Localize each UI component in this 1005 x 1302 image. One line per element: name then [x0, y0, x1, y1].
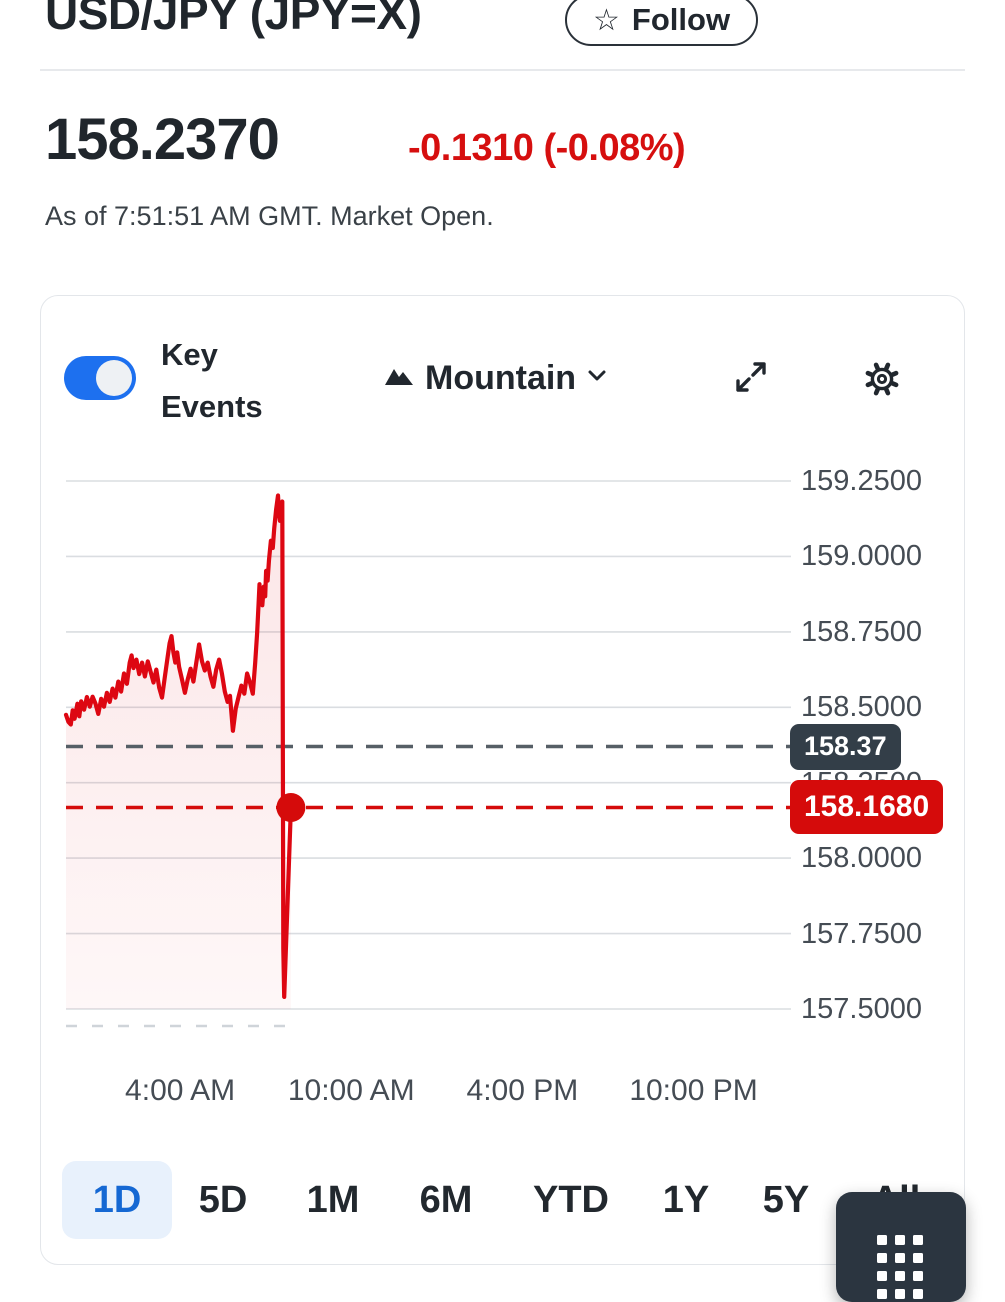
follow-button[interactable]: ☆ Follow	[565, 0, 759, 46]
x-axis-label: 4:00 AM	[125, 1074, 236, 1107]
x-axis-label: 10:00 AM	[287, 1074, 415, 1107]
grid-dot	[895, 1253, 905, 1263]
chevron-down-icon	[587, 369, 607, 387]
range-button-1m[interactable]: 1M	[278, 1161, 388, 1239]
range-button-6m[interactable]: 6M	[391, 1161, 501, 1239]
y-axis-label: 158.2500	[801, 766, 922, 799]
x-axis-label: 4:00 PM	[466, 1074, 579, 1107]
grid-dot	[913, 1253, 923, 1263]
as-of-status: As of 7:51:51 AM GMT. Market Open.	[45, 201, 494, 231]
chart-type-dropdown[interactable]: Mountain	[384, 356, 607, 400]
header-divider	[40, 69, 965, 71]
grid-dot	[895, 1271, 905, 1281]
apps-grid-button[interactable]	[836, 1192, 966, 1302]
current-price: 158.2370	[45, 107, 280, 172]
range-button-5y[interactable]: 5Y	[731, 1161, 841, 1239]
y-axis-label: 157.7500	[801, 917, 922, 950]
time-range-selector: 1D5D1M6MYTD1Y5YAll	[41, 1161, 966, 1245]
grid-dot	[913, 1289, 923, 1299]
chart-plot-area[interactable]: 159.2500 159.0000 158.7500 158.5000 158.2500…	[41, 296, 966, 1266]
y-axis-label: 158.5000	[801, 691, 922, 724]
grid-dot	[877, 1253, 887, 1263]
previous-close-badge: 158.37	[790, 723, 901, 770]
range-button-ytd[interactable]: YTD	[516, 1161, 626, 1239]
grid-dot	[913, 1271, 923, 1281]
y-axis-label: 158.0000	[801, 842, 922, 875]
key-events-label: Key Events	[161, 337, 263, 424]
expand-icon	[734, 362, 768, 397]
toggle-knob	[96, 360, 132, 396]
grid-dot	[877, 1289, 887, 1299]
range-button-1d[interactable]: 1D	[62, 1161, 172, 1239]
x-axis-label: 10:00 PM	[629, 1074, 758, 1107]
star-icon: ☆	[593, 2, 620, 38]
current-price-badge: 158.1680	[790, 780, 944, 835]
fullscreen-expand-button[interactable]	[734, 360, 768, 397]
chart-settings-button[interactable]	[863, 360, 901, 401]
y-axis-label: 158.7500	[801, 615, 922, 648]
y-axis-label: 157.5000	[801, 993, 922, 1025]
mountain-icon	[384, 365, 414, 392]
grid-dot	[895, 1235, 905, 1245]
y-axis-label: 159.0000	[801, 540, 922, 573]
grid-dot	[895, 1289, 905, 1299]
grid-dot	[877, 1235, 887, 1245]
grid-dot	[877, 1271, 887, 1281]
grid-dot	[913, 1235, 923, 1245]
page-title: USD/JPY (JPY=X)	[45, 0, 422, 39]
y-axis-label: 159.2500	[801, 465, 922, 497]
range-button-5d[interactable]: 5D	[168, 1161, 278, 1239]
price-change: -0.1310 (-0.08%)	[408, 127, 686, 169]
range-button-1y[interactable]: 1Y	[631, 1161, 741, 1239]
gear-icon	[863, 362, 901, 401]
key-events-toggle[interactable]	[64, 356, 136, 400]
chart-card: Key Events Mountain	[40, 295, 965, 1265]
follow-button-label: Follow	[631, 2, 731, 37]
chart-type-label: Mountain	[425, 358, 577, 397]
